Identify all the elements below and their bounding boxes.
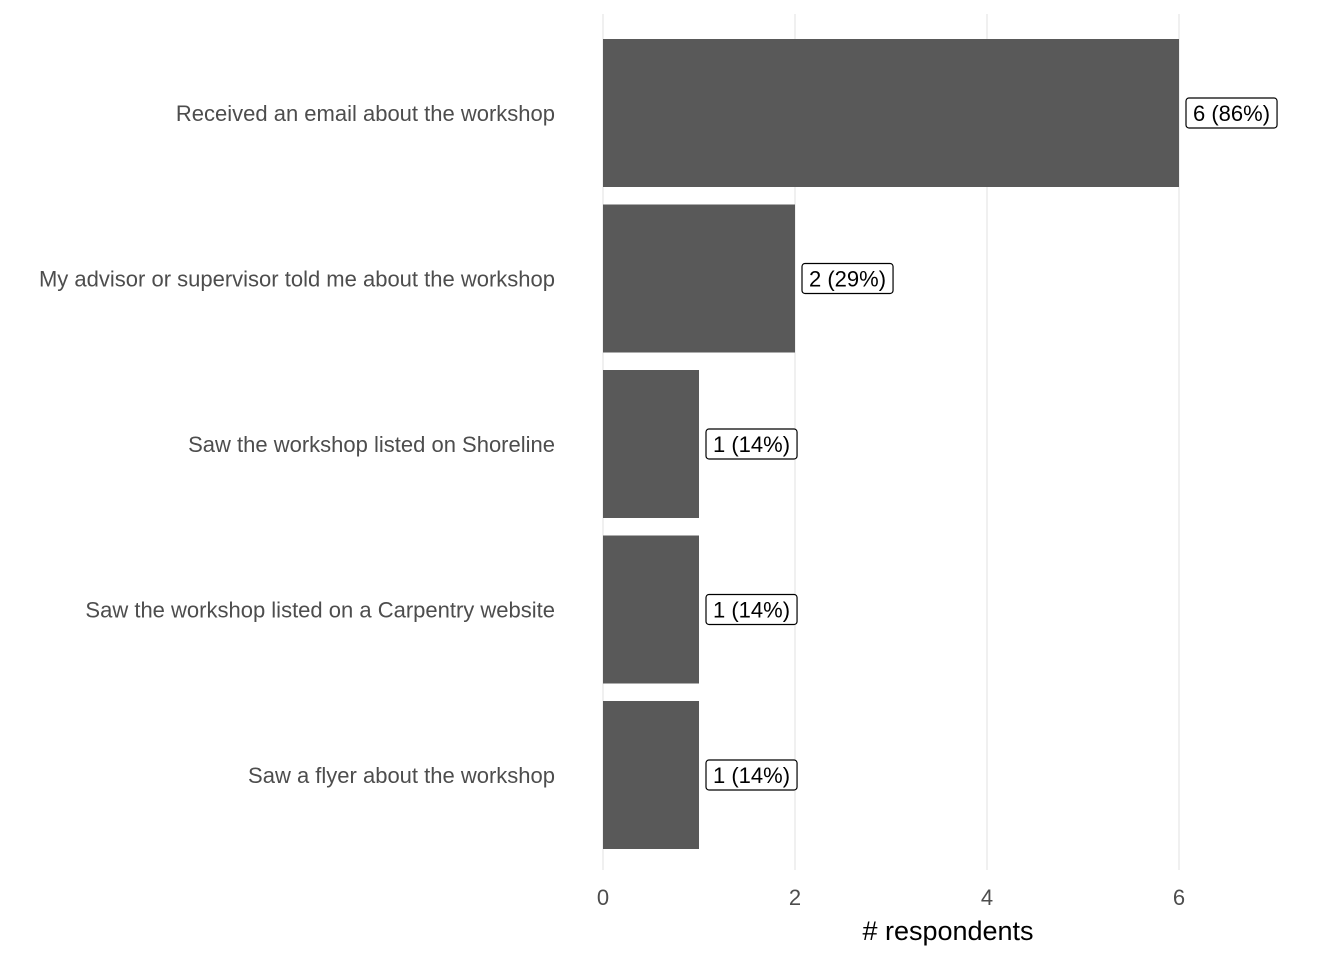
x-tick-labels: 0 2 4 6 (597, 885, 1185, 910)
data-label-box (705, 759, 798, 791)
data-label: 1 (14%) (705, 593, 798, 626)
x-axis-title: # respondents (862, 916, 1033, 946)
data-label-box (801, 262, 894, 295)
category-label: Saw the workshop listed on a Carpentry w… (85, 598, 555, 623)
data-label-text: 2 (29%) (809, 267, 886, 292)
bar (603, 204, 795, 353)
data-label-text: 1 (14%) (713, 432, 790, 457)
category-labels: Received an email about the workshop My a… (39, 101, 555, 788)
x-tick-label: 0 (597, 885, 609, 910)
data-label: 1 (14%) (705, 759, 798, 791)
bar (603, 370, 699, 518)
data-label-box (705, 593, 798, 626)
bar (603, 701, 699, 849)
data-label-text: 1 (14%) (713, 598, 790, 623)
bar (603, 39, 1179, 187)
category-label: My advisor or supervisor told me about t… (39, 267, 555, 292)
data-label-text: 6 (86%) (1193, 101, 1270, 126)
category-label: Saw a flyer about the workshop (248, 763, 555, 788)
x-tick-label: 4 (981, 885, 993, 910)
data-label-box (705, 428, 798, 460)
data-label: 2 (29%) (801, 262, 894, 295)
x-tick-label: 2 (789, 885, 801, 910)
x-tick-label: 6 (1173, 885, 1185, 910)
bars (603, 39, 1179, 849)
data-labels: 6 (86%) 2 (29%) 1 (14%) 1 (14%) 1 (14%) (705, 97, 1278, 791)
data-label-text: 1 (14%) (713, 763, 790, 788)
data-label: 6 (86%) (1185, 97, 1278, 129)
category-label: Received an email about the workshop (176, 101, 555, 126)
category-label: Saw the workshop listed on Shoreline (188, 432, 555, 457)
data-label-box (1185, 97, 1278, 129)
data-label: 1 (14%) (705, 428, 798, 460)
bar (603, 535, 699, 684)
